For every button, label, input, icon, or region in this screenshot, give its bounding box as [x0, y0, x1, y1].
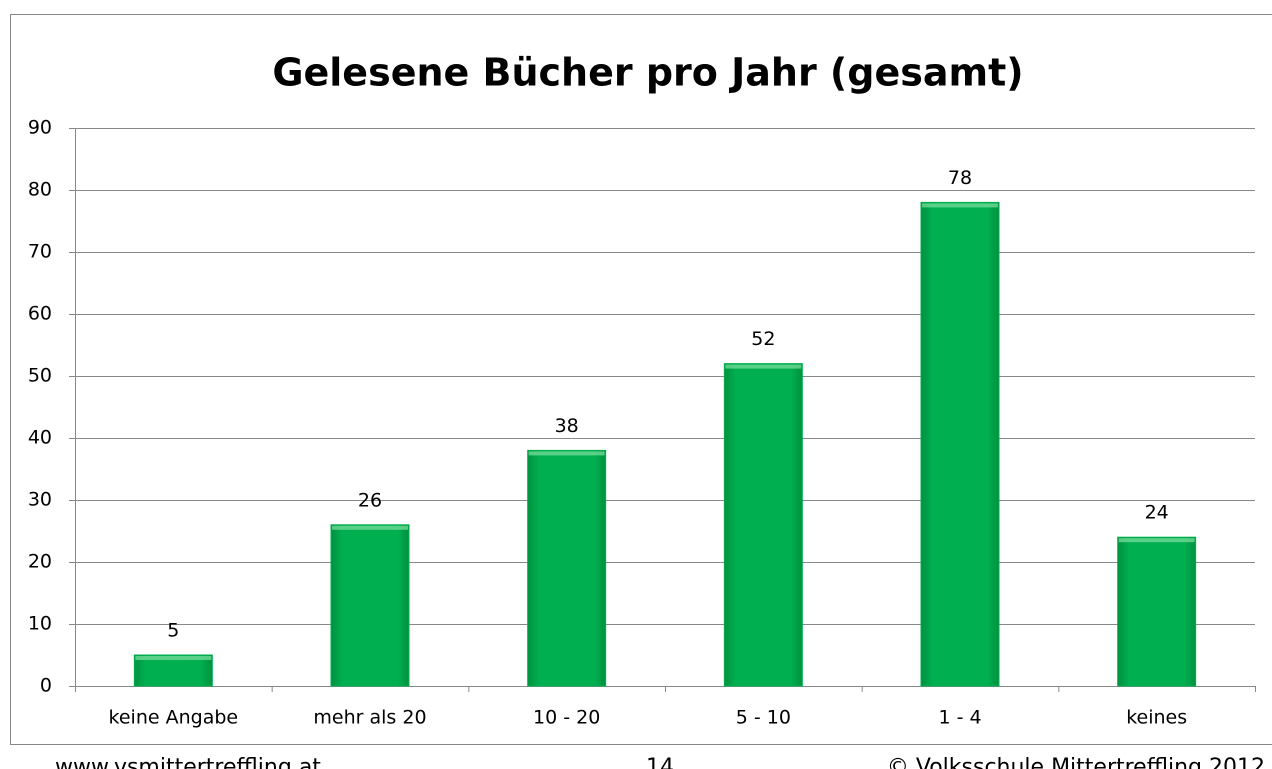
chart-title: Gelesene Bücher pro Jahr (gesamt)	[272, 51, 1023, 95]
footer-left: www.vsmittertreffling.at	[55, 755, 321, 769]
data-label: 52	[751, 328, 775, 350]
bar	[527, 449, 607, 687]
bar-bevel	[922, 203, 998, 208]
chart-border	[10, 14, 1272, 745]
x-tick-label: 1 - 4	[938, 707, 981, 729]
y-tick-label: 20	[28, 551, 52, 573]
x-tick-label: 5 - 10	[736, 707, 791, 729]
data-label: 5	[167, 620, 179, 642]
bar-bevel	[725, 364, 802, 369]
bar	[723, 363, 803, 687]
y-tick-label: 40	[28, 427, 52, 449]
x-tick-label: mehr als 20	[313, 707, 426, 729]
data-label: 24	[1145, 502, 1169, 524]
bar	[1117, 536, 1197, 687]
footer-center: 14	[646, 755, 674, 769]
x-tick-label: keines	[1126, 707, 1187, 729]
bar-bevel	[135, 656, 212, 660]
bar	[133, 654, 213, 687]
y-tick-label: 0	[40, 675, 52, 697]
y-tick-label: 50	[28, 365, 52, 387]
y-tick-label: 60	[28, 303, 52, 325]
bar-bevel	[332, 525, 408, 530]
y-tick-label: 90	[28, 117, 52, 139]
y-tick-label: 80	[28, 179, 52, 201]
bar-bevel	[1118, 538, 1195, 543]
data-label: 38	[555, 415, 579, 437]
y-tick-label: 30	[28, 489, 52, 511]
bar	[330, 524, 410, 687]
y-tick-label: 70	[28, 241, 52, 263]
y-tick-label: 10	[28, 613, 52, 635]
bar-bevel	[528, 451, 605, 456]
data-label: 78	[948, 167, 972, 189]
data-label: 26	[358, 489, 382, 511]
x-tick-label: keine Angabe	[109, 707, 239, 729]
bar	[920, 201, 1000, 687]
footer-right: © Volksschule Mittertreffling 2012	[887, 755, 1265, 769]
x-tick-label: 10 - 20	[533, 707, 600, 729]
